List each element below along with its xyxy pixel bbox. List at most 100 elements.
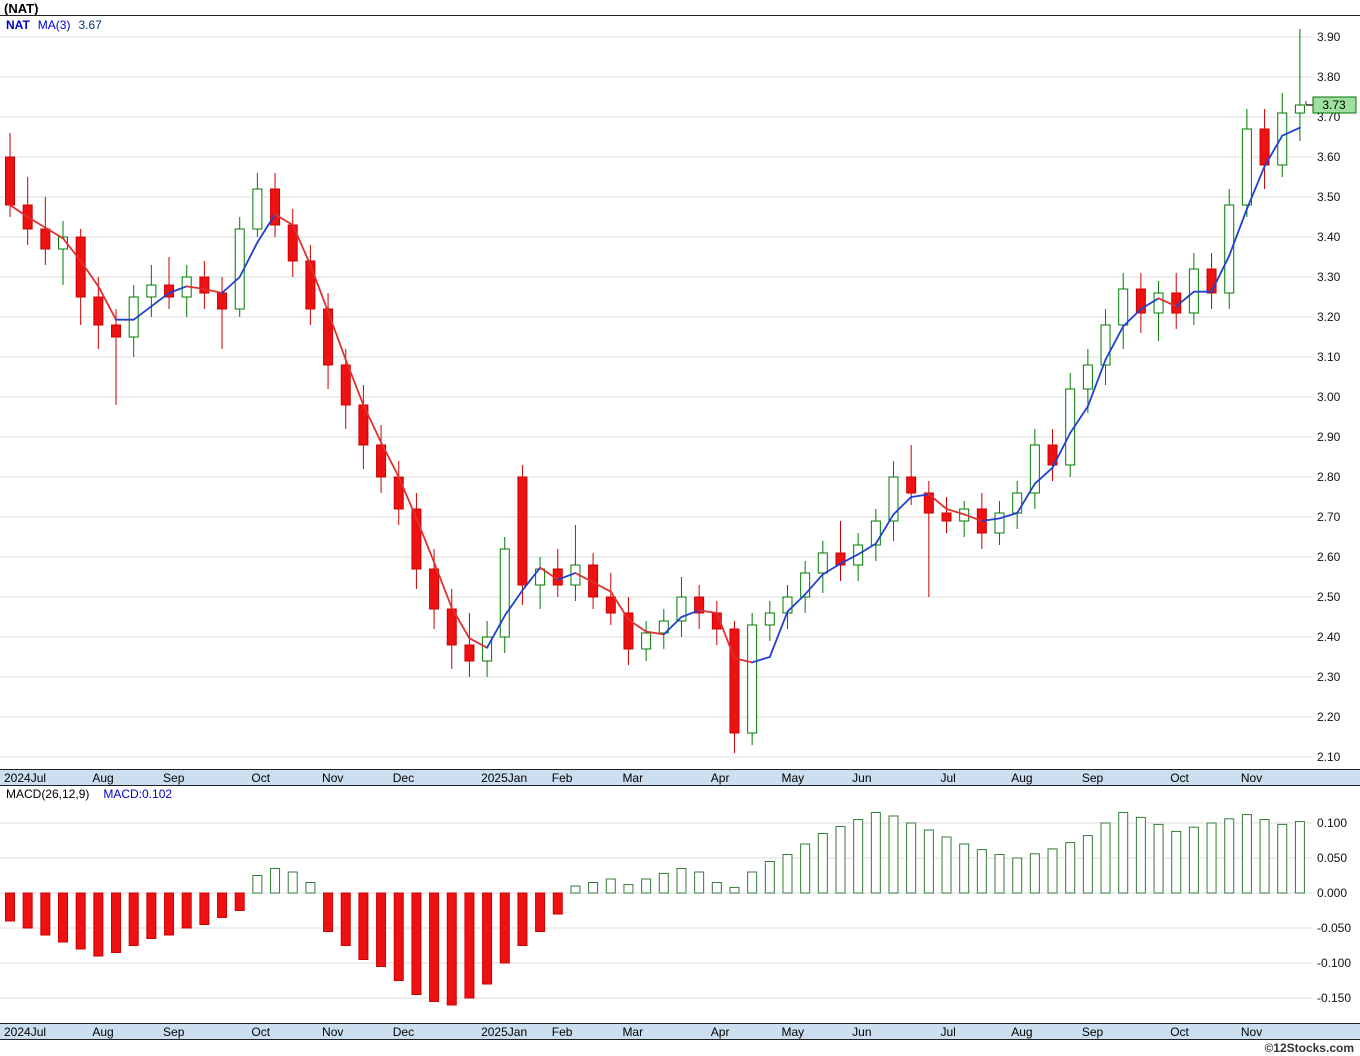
macd-bar-negative	[5, 892, 15, 922]
macd-bar-negative	[499, 892, 510, 964]
ma-line-segment	[1228, 208, 1248, 257]
ma-line-segment	[79, 260, 100, 288]
candle-up	[817, 552, 828, 574]
ma-line-segment	[768, 610, 789, 658]
ma-line-segment	[291, 224, 312, 266]
macd-bar-negative	[75, 892, 86, 950]
candle-down	[93, 296, 104, 326]
macd-bar-positive	[853, 819, 864, 894]
price-axis-label: 3.00	[1317, 390, 1341, 404]
candle-down	[429, 568, 440, 610]
ma-line-segment	[168, 285, 188, 294]
price-axis-label: 3.40	[1317, 230, 1341, 244]
candle-down	[393, 476, 404, 510]
ma-line-segment	[256, 213, 276, 244]
macd-bar-positive	[1100, 822, 1111, 894]
macd-bar-negative	[482, 892, 493, 985]
price-axis-label: 3.60	[1317, 150, 1341, 164]
month-label: May	[781, 1025, 805, 1039]
candle-up	[1153, 292, 1164, 314]
ma-line-segment	[397, 476, 418, 520]
macd-bar-positive	[976, 849, 987, 894]
ma-line-segment	[786, 593, 807, 613]
ma-line-segment	[1033, 466, 1054, 485]
macd-axis-label: 0.050	[1317, 851, 1347, 865]
price-axis-label: 2.30	[1317, 670, 1341, 684]
macd-bar-negative	[446, 892, 457, 1006]
macd-bar-positive	[888, 815, 899, 894]
month-label: Dec	[392, 1025, 415, 1039]
ma-line-segment	[662, 616, 683, 636]
macd-bar-positive	[1153, 823, 1164, 894]
month-label: Jul	[940, 771, 956, 785]
macd-bar-negative	[323, 892, 334, 932]
month-label: Apr	[710, 771, 730, 785]
macd-bar-negative	[58, 892, 69, 943]
ma-line-segment	[97, 285, 117, 321]
macd-bar-positive	[817, 833, 828, 894]
month-label: Jun	[852, 1025, 872, 1039]
macd-axis-label: -0.100	[1317, 956, 1351, 970]
macd-axis-label: -0.050	[1317, 921, 1351, 935]
last-price-label: 3.73	[1322, 98, 1346, 112]
ma-line-segment	[998, 512, 1019, 520]
macd-bar-positive	[1294, 821, 1305, 894]
month-label: Aug	[92, 1025, 114, 1039]
candle-up	[658, 620, 669, 634]
macd-bar-positive	[305, 882, 316, 894]
candle-up	[888, 476, 899, 522]
ma-line-segment	[468, 637, 488, 649]
macd-label: MACD(26,12,9)	[6, 787, 90, 801]
candle-up	[676, 596, 687, 622]
macd-bar-negative	[464, 892, 475, 999]
month-label: Sep	[1081, 771, 1104, 785]
macd-bar-positive	[658, 872, 669, 894]
ma-line-segment	[1139, 297, 1160, 310]
month-label: Jul	[940, 1025, 956, 1039]
candle-down	[40, 228, 51, 250]
candle-down	[729, 628, 740, 734]
macd-bar-negative	[234, 892, 245, 911]
ma-line-segment	[486, 614, 506, 649]
candle-down	[623, 612, 634, 650]
ma-line-segment	[1016, 482, 1036, 514]
candle-down	[376, 444, 387, 478]
macd-bar-negative	[217, 892, 228, 918]
ma-line-segment	[874, 513, 895, 545]
candle-up	[1277, 112, 1288, 166]
macd-bar-negative	[358, 892, 369, 960]
macd-bar-positive	[800, 843, 811, 894]
ma-value: 3.67	[78, 18, 102, 32]
candle-down	[464, 644, 475, 662]
ma-line-segment	[839, 553, 860, 565]
price-legend: NAT MA(3) 3.67	[6, 18, 102, 32]
ma-line-segment	[132, 305, 153, 321]
ma-line-segment	[1122, 308, 1142, 328]
ma-line-segment	[1157, 297, 1178, 308]
macd-bar-positive	[270, 868, 281, 894]
macd-chart: 0.100 0.050 0.000 -0.050 -0.100 -0.150	[0, 812, 1351, 1006]
macd-bar-positive	[1224, 818, 1235, 894]
macd-bar-positive	[605, 878, 616, 894]
candle-down	[1047, 444, 1058, 466]
candle-up	[1082, 364, 1093, 390]
month-label: Nov	[1240, 771, 1263, 785]
ma-line-segment	[733, 657, 754, 664]
candle-down	[517, 476, 528, 586]
macd-bar-negative	[517, 892, 528, 946]
macd-value: MACD:0.102	[103, 787, 173, 801]
macd-bar-negative	[146, 892, 157, 939]
month-label: Nov	[1240, 1025, 1263, 1039]
price-axis-label: 3.30	[1317, 270, 1341, 284]
macd-bar-positive	[1065, 842, 1076, 894]
macd-bar-positive	[994, 854, 1005, 894]
ma-line-segment	[344, 358, 365, 406]
month-label: 2025Jan	[481, 771, 528, 785]
macd-bar-positive	[959, 843, 970, 894]
macd-bar-positive	[570, 885, 581, 894]
ma-line-segment	[309, 264, 329, 313]
ma-line-segment	[1246, 165, 1266, 210]
macd-bar-positive	[1135, 816, 1146, 894]
macd-bar-positive	[835, 826, 846, 894]
month-label: Sep	[1081, 1025, 1104, 1039]
